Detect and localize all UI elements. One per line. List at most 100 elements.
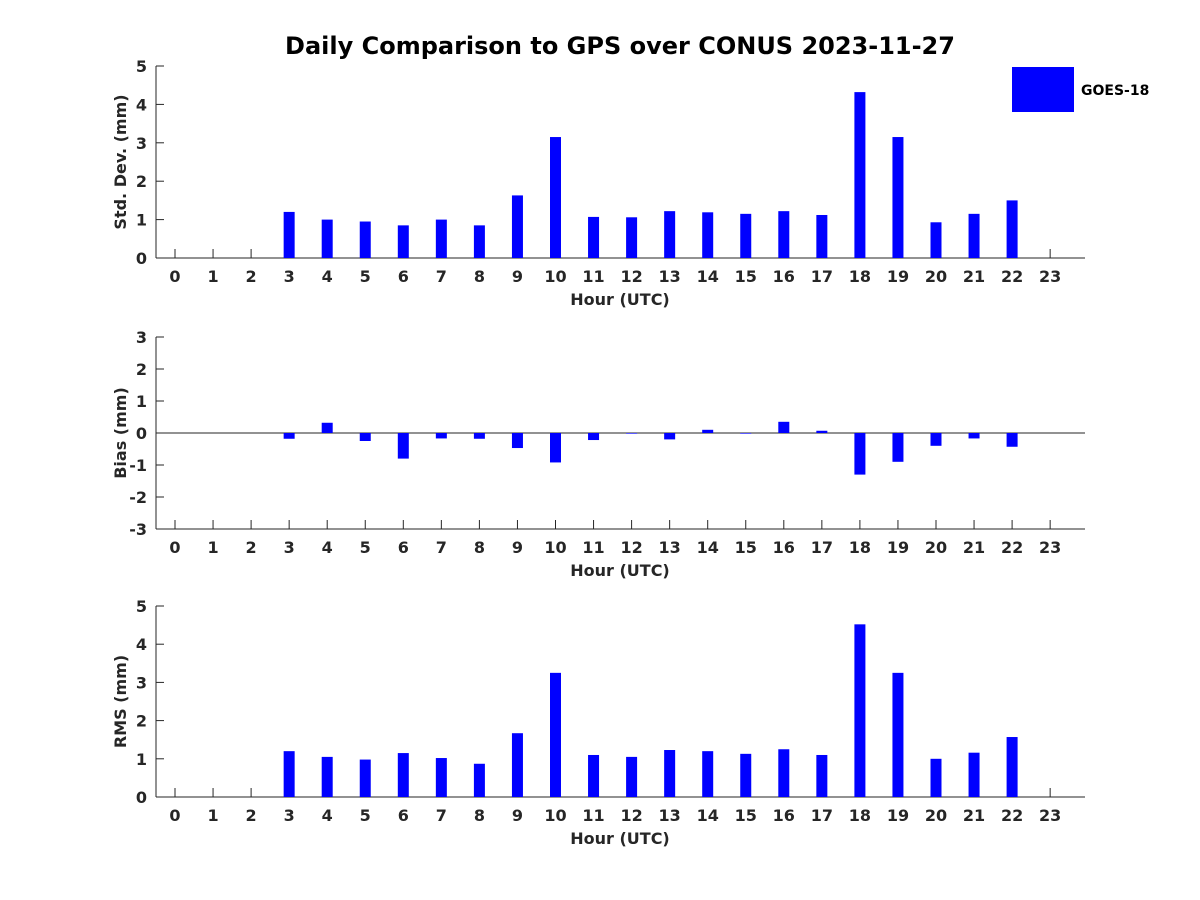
y-tick-label: 1 — [136, 392, 147, 411]
y-tick-label: 4 — [136, 635, 147, 654]
x-tick-label: 16 — [773, 806, 795, 825]
x-tick-label: 18 — [849, 806, 871, 825]
bar — [740, 753, 752, 797]
bar — [702, 751, 714, 797]
x-tick-label: 23 — [1039, 806, 1061, 825]
x-tick-label: 11 — [582, 267, 604, 286]
x-tick-label: 7 — [436, 267, 447, 286]
x-tick-label: 22 — [1001, 806, 1023, 825]
bar — [702, 429, 714, 433]
x-tick-label: 5 — [360, 538, 371, 557]
bar — [435, 219, 447, 258]
y-tick-label: 0 — [136, 424, 147, 443]
bar — [892, 672, 904, 797]
x-tick-label: 14 — [697, 538, 719, 557]
x-tick-label: 20 — [925, 806, 947, 825]
bar — [740, 433, 752, 434]
y-tick-label: 2 — [136, 712, 147, 731]
x-tick-label: 12 — [620, 806, 642, 825]
x-tick-label: 13 — [659, 806, 681, 825]
x-tick-label: 8 — [474, 806, 485, 825]
bar — [397, 753, 409, 797]
x-tick-label: 2 — [246, 538, 257, 557]
bar — [283, 751, 295, 797]
y-tick-label: 1 — [136, 211, 147, 230]
bar — [359, 759, 371, 797]
x-tick-label: 5 — [360, 267, 371, 286]
bar — [778, 211, 790, 258]
x-tick-label: 11 — [582, 806, 604, 825]
x-tick-label: 2 — [246, 267, 257, 286]
bar — [397, 433, 409, 459]
x-tick-label: 8 — [474, 267, 485, 286]
y-tick-label: 1 — [136, 750, 147, 769]
y-tick-label: 5 — [136, 597, 147, 616]
bar — [359, 433, 371, 441]
x-tick-label: 9 — [512, 267, 523, 286]
x-tick-label: 19 — [887, 806, 909, 825]
bar — [511, 195, 523, 258]
x-tick-label: 10 — [544, 267, 566, 286]
bar — [473, 225, 485, 258]
x-tick-label: 20 — [925, 267, 947, 286]
x-tick-label: 12 — [620, 267, 642, 286]
bar — [283, 211, 295, 258]
bar — [359, 221, 371, 258]
bar — [892, 137, 904, 258]
bar — [968, 213, 980, 258]
legend-swatch — [1012, 67, 1074, 112]
x-tick-label: 19 — [887, 538, 909, 557]
chart-title: Daily Comparison to GPS over CONUS 2023-… — [285, 32, 955, 60]
x-tick-label: 15 — [735, 538, 757, 557]
y-tick-label: 3 — [136, 328, 147, 347]
bar — [397, 225, 409, 258]
x-tick-label: 11 — [582, 538, 604, 557]
bar — [435, 758, 447, 797]
bar — [588, 433, 600, 441]
x-tick-label: 20 — [925, 538, 947, 557]
x-tick-label: 10 — [544, 538, 566, 557]
y-tick-label: 0 — [136, 788, 147, 807]
x-tick-label: 0 — [169, 267, 180, 286]
x-tick-label: 15 — [735, 806, 757, 825]
y-axis-label: Bias (mm) — [111, 387, 130, 479]
x-tick-label: 6 — [398, 267, 409, 286]
x-tick-label: 17 — [811, 806, 833, 825]
bar — [1006, 737, 1018, 797]
y-tick-label: 3 — [136, 673, 147, 692]
bar — [854, 92, 866, 258]
x-tick-label: 7 — [436, 806, 447, 825]
x-tick-label: 3 — [284, 538, 295, 557]
y-tick-label: 3 — [136, 134, 147, 153]
x-tick-label: 17 — [811, 538, 833, 557]
x-tick-label: 0 — [169, 538, 180, 557]
x-tick-label: 22 — [1001, 267, 1023, 286]
y-tick-label: 2 — [136, 360, 147, 379]
x-tick-label: 12 — [620, 538, 642, 557]
bar — [854, 624, 866, 797]
x-tick-label: 9 — [512, 806, 523, 825]
bar — [626, 217, 638, 258]
y-tick-label: 4 — [136, 95, 147, 114]
bar — [321, 756, 333, 797]
x-tick-label: 16 — [773, 267, 795, 286]
bar — [664, 750, 676, 797]
bar — [550, 672, 561, 797]
x-tick-label: 16 — [773, 538, 795, 557]
legend-label: GOES-18 — [1081, 83, 1149, 99]
x-tick-label: 4 — [322, 806, 333, 825]
x-axis-label: Hour (UTC) — [570, 829, 670, 848]
x-tick-label: 14 — [697, 267, 719, 286]
legend: GOES-18 — [1012, 67, 1149, 112]
x-tick-label: 9 — [512, 538, 523, 557]
bar — [816, 214, 828, 258]
x-tick-label: 21 — [963, 267, 985, 286]
x-axis-label: Hour (UTC) — [570, 290, 670, 309]
bar — [550, 433, 561, 463]
x-tick-label: 23 — [1039, 538, 1061, 557]
x-tick-label: 7 — [436, 538, 447, 557]
bar — [626, 433, 638, 434]
